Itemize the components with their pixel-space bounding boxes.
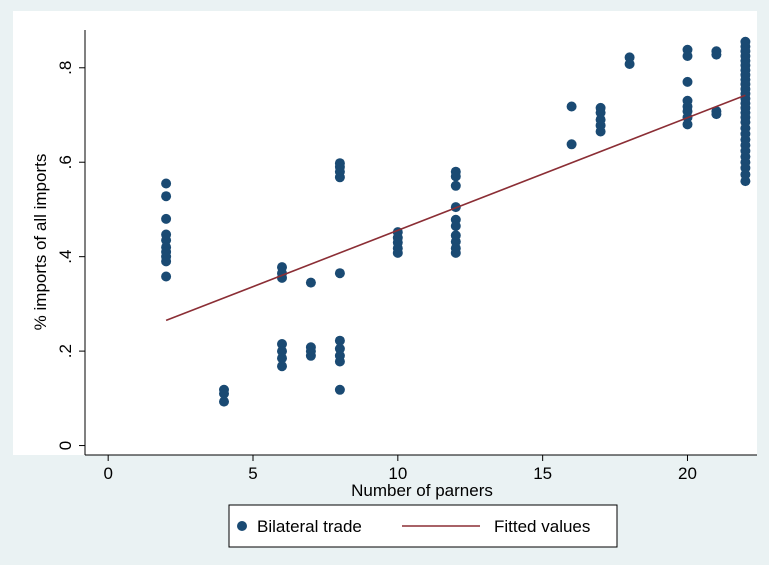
data-point (334, 343, 345, 354)
plot-area (13, 11, 757, 455)
data-point (392, 247, 403, 258)
x-axis-ticks: 0 5 10 15 20 (103, 455, 697, 483)
y-axis-title: % imports of all imports (31, 154, 50, 331)
x-tick-label: 10 (388, 464, 407, 483)
data-point (161, 271, 172, 282)
data-point (711, 49, 722, 60)
data-point (334, 172, 345, 183)
data-point (161, 191, 172, 202)
legend-label-bilateral-trade: Bilateral trade (257, 517, 362, 536)
data-point (161, 256, 172, 267)
y-tick-label: .2 (56, 344, 75, 358)
data-point (450, 221, 461, 231)
data-point (334, 268, 345, 279)
data-point (334, 384, 345, 395)
data-point (277, 346, 287, 357)
data-point (566, 139, 577, 150)
data-point (740, 176, 751, 187)
x-tick-label: 5 (248, 464, 257, 483)
x-tick-label: 20 (678, 464, 697, 483)
data-point (711, 109, 722, 120)
x-tick-label: 0 (103, 464, 112, 483)
fitted-line (165, 94, 746, 322)
data-point (334, 335, 345, 346)
data-point (277, 361, 287, 372)
data-point (682, 119, 693, 130)
data-point (277, 339, 287, 349)
legend-label-fitted-values: Fitted values (494, 517, 590, 536)
y-tick-label: .6 (56, 155, 75, 169)
data-point (450, 247, 461, 258)
y-tick-label: .8 (56, 61, 75, 75)
data-point (161, 235, 172, 246)
x-tick-label: 15 (533, 464, 552, 483)
data-point (624, 59, 635, 69)
data-point (334, 356, 345, 367)
y-tick-label: .4 (56, 250, 75, 264)
x-axis-title: Number of parners (351, 481, 493, 500)
data-point (682, 51, 693, 61)
data-point (219, 388, 229, 399)
data-point (161, 213, 172, 224)
data-point (305, 277, 316, 288)
data-point (161, 178, 172, 189)
data-point (682, 76, 693, 87)
data-point (450, 171, 461, 182)
y-tick-label: 0 (56, 441, 75, 450)
data-point (219, 396, 229, 407)
data-point (277, 272, 287, 283)
data-point (277, 353, 287, 364)
data-point (566, 101, 577, 112)
data-point (450, 180, 461, 191)
plot-marks (161, 36, 751, 407)
data-point (595, 126, 606, 137)
legend-marker-bilateral-trade (237, 521, 247, 531)
data-point (305, 350, 316, 361)
legend: Bilateral trade Fitted values (228, 504, 618, 548)
y-axis-ticks: 0 .2 .4 .6 .8 (56, 61, 85, 450)
data-point (595, 107, 606, 118)
